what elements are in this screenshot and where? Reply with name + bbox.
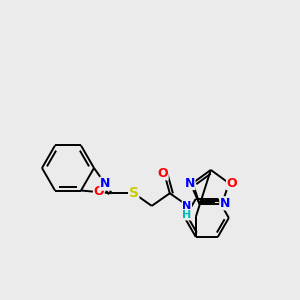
Text: N: N (100, 177, 110, 190)
Text: O: O (94, 184, 104, 198)
Text: N: N (182, 201, 191, 211)
Text: N: N (220, 197, 230, 210)
Text: O: O (226, 177, 237, 190)
Text: O: O (158, 167, 168, 180)
Text: H: H (182, 210, 191, 220)
Text: S: S (129, 186, 139, 200)
Text: N: N (184, 177, 195, 190)
